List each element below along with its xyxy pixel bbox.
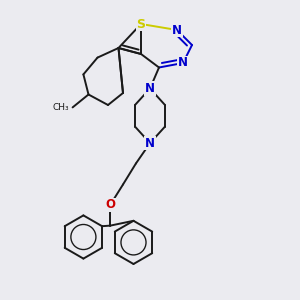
Text: CH₃: CH₃ xyxy=(53,103,70,112)
Text: N: N xyxy=(178,56,188,70)
Text: S: S xyxy=(136,17,146,31)
Text: N: N xyxy=(172,23,182,37)
Text: N: N xyxy=(145,82,155,95)
Text: N: N xyxy=(145,136,155,150)
Text: O: O xyxy=(105,198,116,211)
